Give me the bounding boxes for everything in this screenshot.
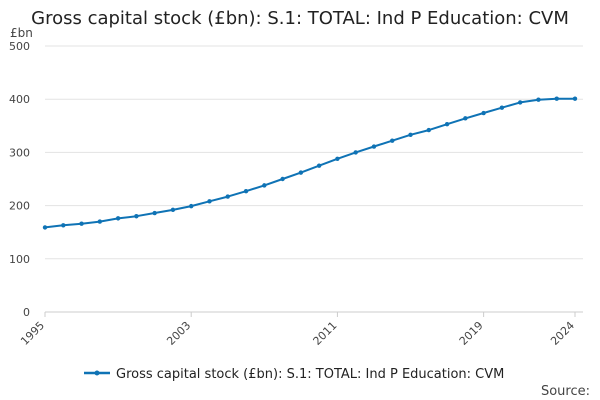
y-tick-label: 400 xyxy=(9,93,30,106)
data-point xyxy=(536,97,541,102)
gridlines xyxy=(45,45,583,260)
data-point xyxy=(408,132,413,138)
data-point xyxy=(207,199,212,204)
data-point xyxy=(426,127,431,133)
data-point xyxy=(152,210,157,216)
x-tick-label: 2019 xyxy=(457,319,486,348)
y-tick-label: 300 xyxy=(9,146,30,159)
legend[interactable]: Gross capital stock (£bn): S.1: TOTAL: I… xyxy=(84,367,504,382)
y-axis-unit-label: £bn xyxy=(10,26,33,40)
data-point xyxy=(463,116,468,121)
data-point xyxy=(481,110,486,116)
data-point xyxy=(390,138,395,143)
y-tick-label: 500 xyxy=(9,40,30,53)
data-point xyxy=(189,203,194,209)
series-layer xyxy=(42,96,578,230)
y-tick-label: 0 xyxy=(23,306,30,319)
data-point xyxy=(97,219,103,224)
y-tick-label: 200 xyxy=(9,200,30,213)
y-tick-label: 100 xyxy=(9,253,30,266)
data-point xyxy=(61,223,66,228)
data-point xyxy=(517,100,523,105)
series-line xyxy=(44,97,575,229)
data-point xyxy=(79,221,84,226)
chart-title: Gross capital stock (£bn): S.1: TOTAL: I… xyxy=(31,8,569,29)
data-point xyxy=(115,216,121,221)
x-axis: 1995 2003 2011 2019 2024 xyxy=(18,311,583,348)
data-point xyxy=(554,96,559,101)
data-point xyxy=(225,194,230,199)
x-tick-label: 1995 xyxy=(18,319,47,348)
data-point xyxy=(243,189,249,194)
legend-point-marker xyxy=(94,370,100,376)
y-axis-ticks: 0 100 200 300 400 500 xyxy=(9,40,30,319)
x-tick-label: 2003 xyxy=(164,319,193,348)
data-point xyxy=(353,150,358,155)
data-point xyxy=(371,144,377,149)
data-point xyxy=(335,156,340,161)
data-point xyxy=(42,225,48,230)
data-point xyxy=(499,105,505,110)
data-point xyxy=(444,122,450,127)
x-tick-label: 2024 xyxy=(548,319,577,348)
x-tick-label: 2011 xyxy=(311,319,340,348)
data-point xyxy=(572,96,578,101)
data-point xyxy=(316,163,322,168)
data-point xyxy=(298,170,304,175)
data-point xyxy=(134,214,139,219)
legend-label: Gross capital stock (£bn): S.1: TOTAL: I… xyxy=(116,367,504,382)
data-point xyxy=(280,176,285,182)
source-label: Source: xyxy=(541,384,590,399)
data-point xyxy=(170,207,176,213)
data-point xyxy=(262,183,267,188)
